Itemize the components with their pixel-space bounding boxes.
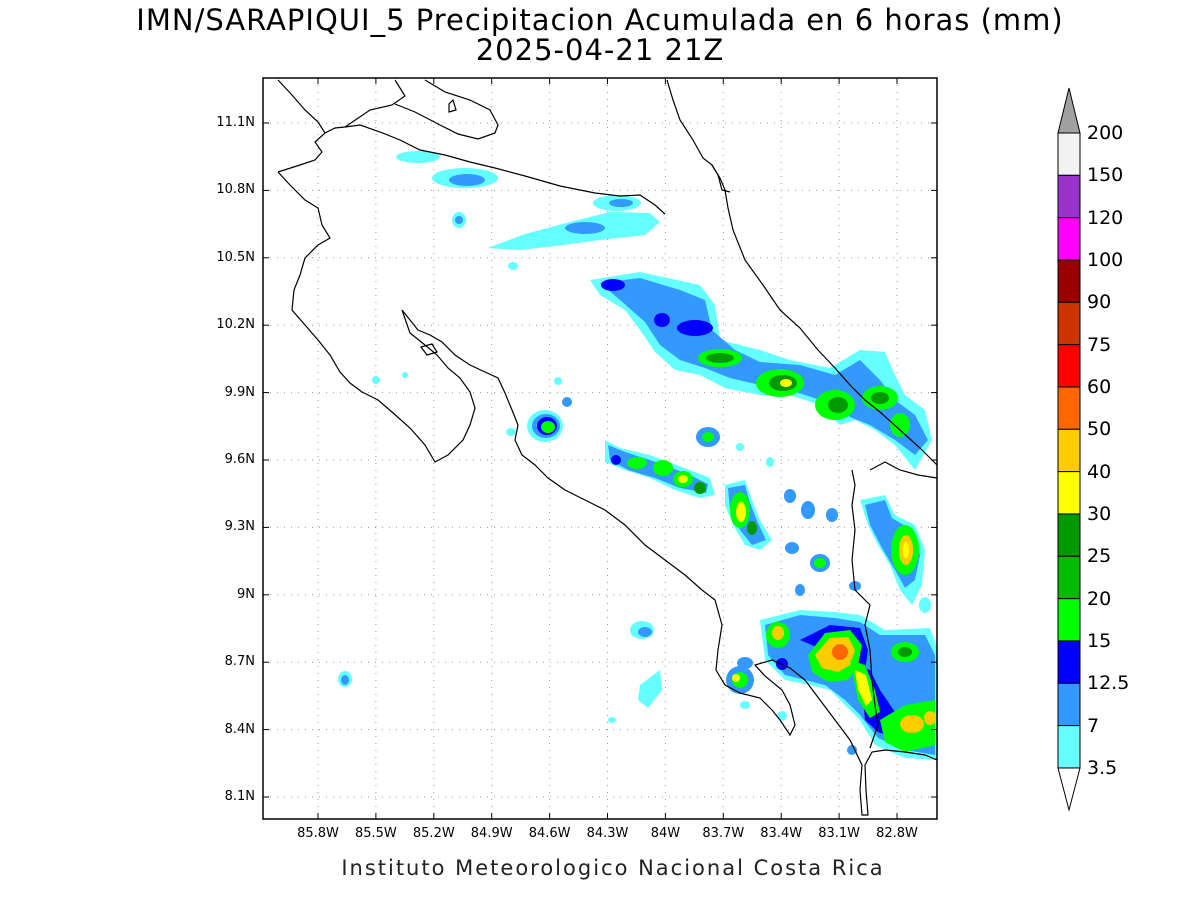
precip-cell	[396, 151, 498, 228]
colorbar-label: 3.5	[1087, 756, 1118, 779]
lake-nicaragua-shore	[394, 79, 499, 140]
lat-tick-label: 8.1N	[224, 789, 255, 804]
precip-band	[590, 272, 932, 470]
colorbar-swatch	[1057, 132, 1081, 176]
colorbar-top-arrow	[1057, 87, 1081, 134]
precip-cell	[372, 372, 572, 442]
lat-tick-label: 9.6N	[224, 452, 255, 467]
lat-tick-label: 8.4N	[224, 721, 255, 737]
island	[448, 98, 457, 113]
lon-tick-label: 83.7W	[702, 826, 745, 841]
lon-tick-label: 83.1W	[818, 826, 860, 841]
colorbar-label: 7	[1087, 714, 1100, 737]
map-title: IMN/SARAPIQUI_5 Precipitacion Acumulada …	[136, 3, 1064, 37]
precip-cell	[338, 621, 662, 723]
axis-ticks	[263, 78, 937, 819]
nicoya-gulf-island	[419, 343, 438, 356]
colorbar-swatch	[1057, 386, 1081, 430]
lon-tick-label: 85.5W	[354, 826, 397, 841]
colorbar	[1057, 87, 1081, 812]
map-valid-time: 2025-04-21 21Z	[475, 33, 725, 67]
colorbar-label: 40	[1087, 460, 1112, 483]
precipitation-field	[338, 151, 938, 760]
colorbar-label: 150	[1087, 164, 1124, 187]
san-juan-river	[711, 164, 731, 193]
colorbar-label: 75	[1087, 333, 1112, 356]
lat-tick-label: 9N	[237, 586, 255, 602]
map-frame	[262, 77, 938, 820]
colorbar-swatch	[1057, 301, 1081, 346]
bocas-del-toro-shore	[869, 461, 938, 479]
colorbar-swatch	[1057, 725, 1081, 769]
colorbar-label: 20	[1087, 587, 1112, 610]
lon-tick-label: 84W	[650, 826, 681, 841]
colorbar-label: 15	[1087, 629, 1112, 652]
colorbar-label: 50	[1087, 418, 1112, 441]
colorbar-bottom-arrow	[1057, 767, 1081, 812]
nicaragua-costa-rica-border	[277, 124, 666, 215]
colorbar-swatch	[1057, 174, 1081, 219]
precip-cell	[725, 443, 861, 596]
colorbar-swatch	[1057, 640, 1081, 684]
lat-tick-label: 9.3N	[224, 519, 255, 535]
colorbar-swatch	[1057, 682, 1081, 727]
colorbar-label: 25	[1087, 545, 1112, 568]
lake-nicaragua-shore	[277, 79, 406, 134]
lon-tick-label: 83.4W	[760, 826, 803, 841]
colorbar-label: 60	[1087, 375, 1112, 398]
costa-rica-panama-border	[851, 469, 879, 749]
colorbar-label: 200	[1087, 122, 1124, 144]
footer-credit: Instituto Meteorologico Nacional Costa R…	[341, 856, 885, 880]
colorbar-label: 90	[1087, 291, 1112, 314]
lat-tick-label: 10.8N	[216, 182, 255, 198]
caribbean-coast	[666, 79, 938, 466]
lon-tick-label: 85.2W	[412, 826, 455, 841]
precip-cell	[860, 495, 925, 605]
graticule	[263, 78, 937, 819]
precip-cell	[488, 195, 660, 270]
colorbar-swatch	[1057, 344, 1081, 388]
lon-tick-label: 82.8W	[876, 826, 918, 841]
colorbar-label: 12.5	[1087, 672, 1130, 695]
colorbar-swatch	[1057, 598, 1081, 642]
lat-tick-label: 9.9N	[224, 384, 255, 400]
colorbar-swatch	[1057, 259, 1081, 303]
lat-tick-label: 10.2N	[216, 317, 255, 333]
lon-tick-label: 85.8W	[297, 826, 339, 841]
colorbar-label: 100	[1087, 248, 1124, 271]
colorbar-swatch	[1057, 555, 1081, 600]
colorbar-swatch	[1057, 513, 1081, 557]
lat-tick-label: 8.7N	[224, 654, 255, 670]
colorbar-swatch	[1057, 471, 1081, 515]
colorbar-swatch	[1057, 217, 1081, 261]
lat-tick-label: 10.5N	[216, 249, 255, 265]
precip-cell	[726, 597, 938, 760]
lat-tick-label: 11.1N	[216, 115, 255, 130]
pacific-coast	[277, 171, 938, 816]
colorbar-swatch	[1057, 428, 1081, 473]
precip-band	[605, 427, 720, 498]
colorbar-label: 30	[1087, 502, 1112, 525]
coastlines-and-borders	[277, 79, 938, 816]
lon-tick-label: 84.9W	[470, 826, 513, 841]
colorbar-label: 120	[1087, 206, 1124, 229]
lon-tick-label: 84.3W	[586, 826, 629, 841]
lon-tick-label: 84.6W	[528, 826, 571, 841]
